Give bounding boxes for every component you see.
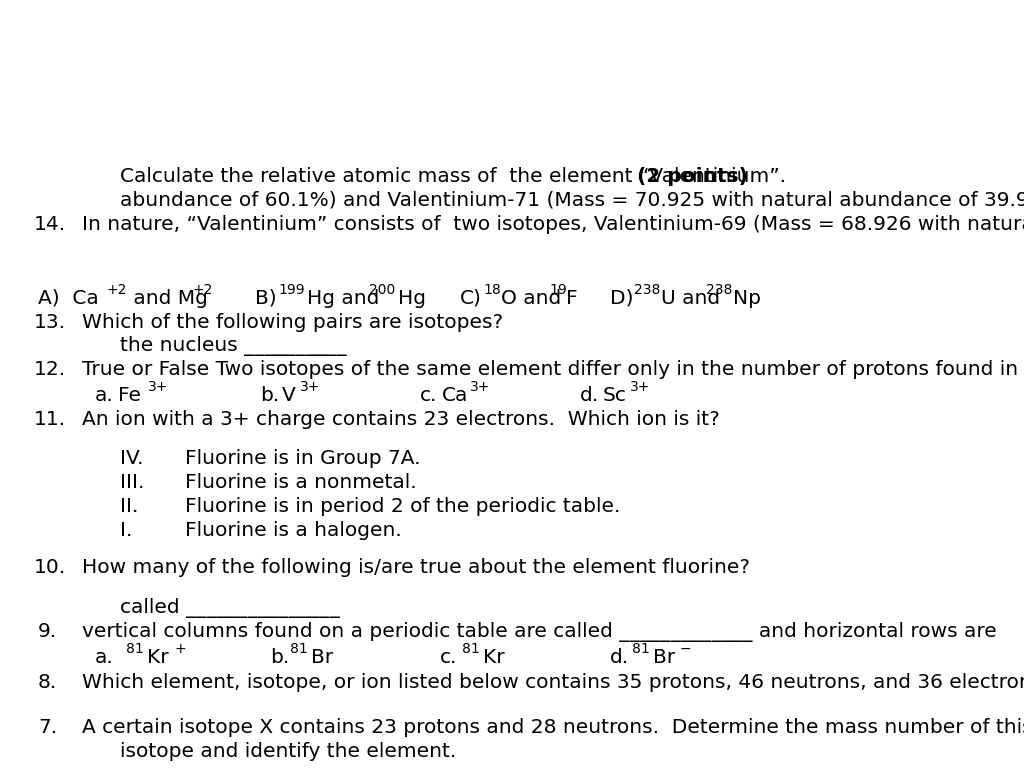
Text: Br: Br [653,648,675,667]
Text: vertical columns found on a periodic table are called _____________ and horizont: vertical columns found on a periodic tab… [82,622,996,642]
Text: Fluorine is a nonmetal.: Fluorine is a nonmetal. [185,473,417,492]
Text: 199: 199 [278,283,304,297]
Text: 8.: 8. [38,673,57,692]
Text: F: F [566,289,578,308]
Text: III.: III. [120,473,144,492]
Text: 3+: 3+ [470,380,490,394]
Text: 3+: 3+ [630,380,650,394]
Text: 13.: 13. [34,313,66,332]
Text: called _______________: called _______________ [120,598,340,618]
Text: 81: 81 [462,642,480,656]
Text: O and: O and [501,289,561,308]
Text: B): B) [255,289,276,308]
Text: 3+: 3+ [148,380,168,394]
Text: +: + [175,642,186,656]
Text: 81: 81 [632,642,650,656]
Text: b.: b. [260,386,280,405]
Text: the nucleus __________: the nucleus __________ [120,336,347,356]
Text: Hg and: Hg and [307,289,379,308]
Text: a.: a. [95,648,114,667]
Text: Fluorine is in period 2 of the periodic table.: Fluorine is in period 2 of the periodic … [185,497,621,516]
Text: Which of the following pairs are isotopes?: Which of the following pairs are isotope… [82,313,503,332]
Text: isotope and identify the element.: isotope and identify the element. [120,742,457,761]
Text: Which element, isotope, or ion listed below contains 35 protons, 46 neutrons, an: Which element, isotope, or ion listed be… [82,673,1024,692]
Text: 11.: 11. [34,410,67,429]
Text: I.: I. [120,521,132,540]
Text: How many of the following is/are true about the element fluorine?: How many of the following is/are true ab… [82,558,750,577]
Text: A certain isotope X contains 23 protons and 28 neutrons.  Determine the mass num: A certain isotope X contains 23 protons … [82,718,1024,737]
Text: U and: U and [662,289,720,308]
Text: +2: +2 [193,283,212,297]
Text: D): D) [610,289,634,308]
Text: 14.: 14. [34,215,67,234]
Text: In nature, “Valentinium” consists of  two isotopes, Valentinium-69 (Mass = 68.92: In nature, “Valentinium” consists of two… [82,215,1024,234]
Text: Hg: Hg [398,289,426,308]
Text: 9.: 9. [38,622,57,641]
Text: V: V [282,386,296,405]
Text: Kr: Kr [147,648,169,667]
Text: 81: 81 [290,642,308,656]
Text: 3+: 3+ [300,380,321,394]
Text: 18: 18 [483,283,501,297]
Text: c.: c. [440,648,458,667]
Text: a.: a. [95,386,114,405]
Text: −: − [680,642,691,656]
Text: IV.: IV. [120,449,143,468]
Text: An ion with a 3+ charge contains 23 electrons.  Which ion is it?: An ion with a 3+ charge contains 23 elec… [82,410,720,429]
Text: c.: c. [420,386,437,405]
Text: Np: Np [733,289,761,308]
Text: Ca: Ca [442,386,468,405]
Text: b.: b. [270,648,289,667]
Text: and Mg: and Mg [127,289,208,308]
Text: Kr: Kr [483,648,505,667]
Text: Fluorine is a halogen.: Fluorine is a halogen. [185,521,401,540]
Text: abundance of 60.1%) and Valentinium-71 (Mass = 70.925 with natural abundance of : abundance of 60.1%) and Valentinium-71 (… [120,191,1024,210]
Text: d.: d. [610,648,629,667]
Text: C): C) [460,289,482,308]
Text: 19: 19 [549,283,566,297]
Text: 10.: 10. [34,558,67,577]
Text: 238: 238 [634,283,660,297]
Text: 200: 200 [369,283,395,297]
Text: 238: 238 [706,283,732,297]
Text: d.: d. [580,386,599,405]
Text: +2: +2 [106,283,127,297]
Text: 81: 81 [126,642,143,656]
Text: (2 points): (2 points) [630,167,748,186]
Text: 12.: 12. [34,360,67,379]
Text: Br: Br [311,648,333,667]
Text: 7.: 7. [38,718,57,737]
Text: Fe: Fe [118,386,141,405]
Text: Sc: Sc [603,386,627,405]
Text: True or False Two isotopes of the same element differ only in the number of prot: True or False Two isotopes of the same e… [82,360,1018,379]
Text: II.: II. [120,497,138,516]
Text: Fluorine is in Group 7A.: Fluorine is in Group 7A. [185,449,421,468]
Text: Calculate the relative atomic mass of  the element “Valentinium”.: Calculate the relative atomic mass of th… [120,167,786,186]
Text: A)  Ca: A) Ca [38,289,98,308]
